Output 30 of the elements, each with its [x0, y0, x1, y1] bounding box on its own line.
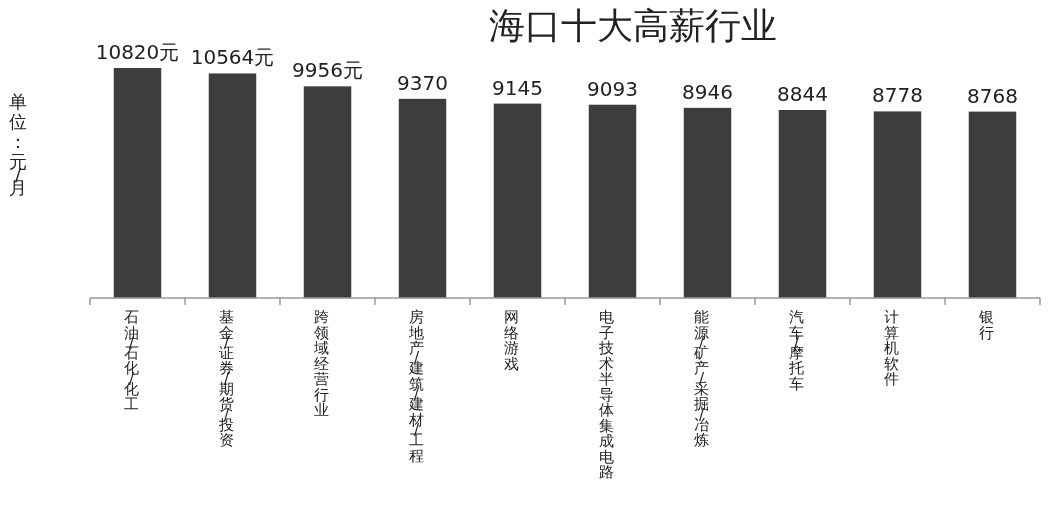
bar — [398, 98, 447, 298]
y-axis-title: 单位：元/月 — [9, 91, 27, 199]
data-label: 8844 — [777, 82, 828, 106]
data-label: 8946 — [682, 79, 733, 104]
bar — [303, 86, 352, 298]
bar — [968, 111, 1017, 298]
bar — [873, 111, 922, 298]
bar — [683, 107, 732, 298]
x-tick-label: 银行 — [978, 308, 994, 342]
data-label: 8768 — [967, 83, 1018, 108]
x-tick-label: 跨领域经营行业 — [313, 308, 329, 419]
x-tick-label: 网络游戏 — [504, 308, 519, 373]
chart-title: 海口十大高薪行业 — [489, 5, 777, 46]
x-tick-label: 计算机软件 — [884, 308, 899, 388]
category-label: 电子技术半导体集成电路 — [599, 308, 614, 481]
bar — [588, 104, 637, 298]
bar — [113, 68, 162, 298]
data-label: 10820元 — [95, 40, 180, 64]
bar — [208, 73, 257, 298]
data-label: 9956元 — [292, 58, 363, 83]
data-label: 8778 — [872, 83, 923, 108]
x-tick-label: 汽车/摩托车 — [788, 308, 804, 393]
category-label: 能源/矿产/采掘/冶炼 — [694, 308, 709, 450]
bar — [493, 103, 542, 298]
category-label: 房地产/建筑/建材/工程 — [409, 308, 424, 465]
data-label: 9145 — [492, 75, 543, 100]
bar — [778, 110, 827, 298]
data-label: 9370 — [397, 70, 448, 95]
data-label: 10564元 — [190, 45, 275, 70]
data-label: 9093 — [587, 76, 638, 101]
